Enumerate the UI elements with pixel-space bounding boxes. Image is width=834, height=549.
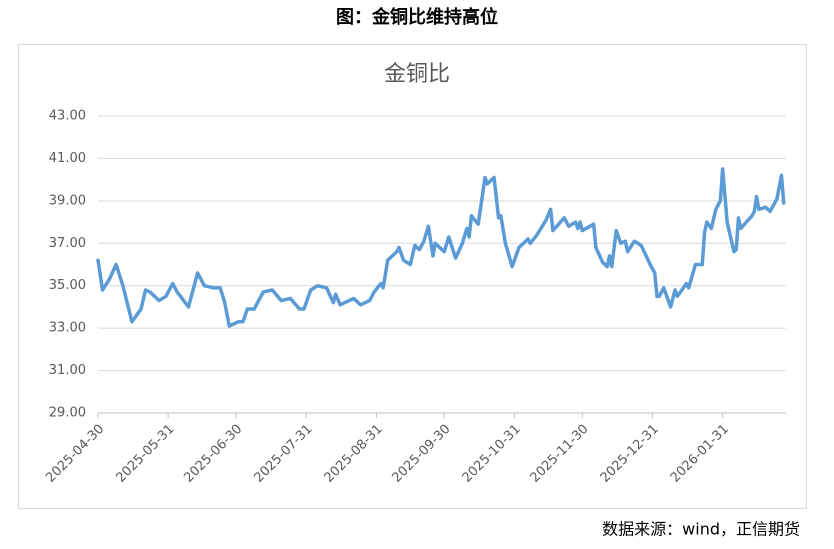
y-tick-label: 37.00	[49, 236, 86, 251]
chart-frame	[18, 44, 807, 509]
data-line	[96, 167, 786, 328]
y-tick-label: 41.00	[49, 151, 86, 166]
y-tick-label: 39.00	[49, 193, 86, 208]
y-tick-label: 31.00	[49, 363, 86, 378]
chart-title: 金铜比	[384, 62, 450, 87]
y-tick-label: 33.00	[49, 321, 86, 336]
y-tick-label: 43.00	[49, 109, 86, 124]
source-note: 数据来源：wind，正信期货	[602, 520, 800, 539]
y-tick-label: 35.00	[49, 278, 86, 293]
y-tick-label: 29.00	[49, 406, 86, 421]
page-title: 图：金铜比维持高位	[336, 6, 498, 28]
